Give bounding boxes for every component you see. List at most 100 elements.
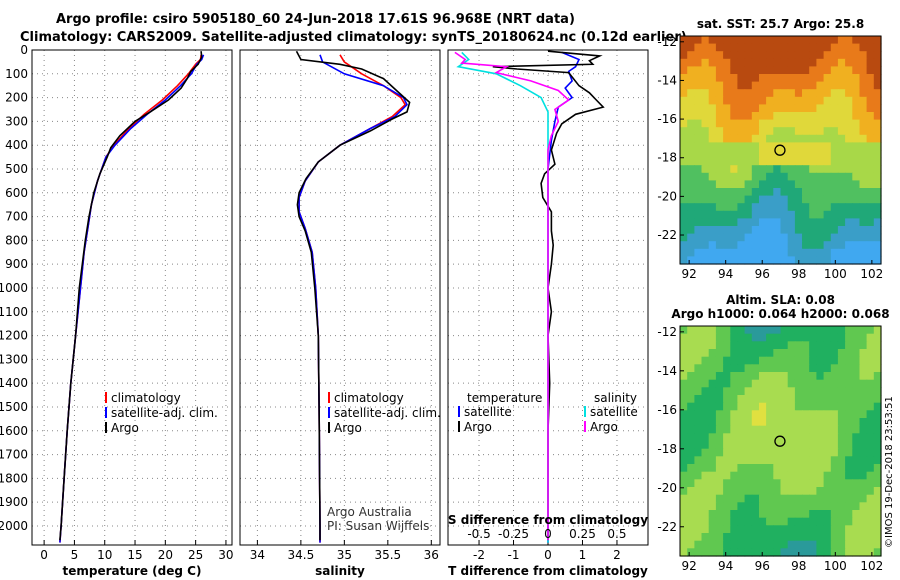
map-cell: [830, 402, 839, 411]
map-cell: [701, 402, 710, 411]
salinity-panel: 34 34.5 35 35.5 36salinityclimatologysatelli…: [239, 49, 441, 578]
map-cell: [715, 51, 724, 60]
map-cell: [809, 372, 817, 381]
map-cell: [701, 226, 710, 235]
map-cell: [802, 395, 810, 404]
map-cell: [687, 43, 695, 52]
map-cell: [830, 74, 839, 83]
map-cell: [787, 36, 796, 45]
map-cell: [759, 66, 767, 75]
map-cell: [823, 180, 832, 189]
map-cell: [802, 533, 810, 542]
map-cell: [873, 418, 882, 427]
map-cell: [730, 448, 739, 457]
map-cell: [787, 517, 796, 526]
map-cell: [730, 341, 739, 350]
map-cell: [794, 510, 803, 519]
map-cell: [787, 43, 796, 52]
map-cell: [816, 165, 825, 174]
map-cell: [873, 349, 882, 358]
map-cell: [830, 150, 839, 159]
map-cell: [730, 471, 739, 480]
map-cell: [723, 448, 731, 457]
map-cell: [708, 58, 717, 67]
map-cell: [809, 502, 817, 511]
map-cell: [766, 233, 774, 242]
map-cell: [816, 241, 825, 250]
map-cell: [766, 226, 774, 235]
map-cell: [773, 36, 782, 45]
map-cell: [830, 494, 839, 503]
map-cell: [723, 134, 731, 143]
map-cell: [694, 425, 703, 434]
map-cell: [766, 395, 774, 404]
map-cell: [708, 150, 717, 159]
map-cell: [866, 248, 875, 257]
map-cell: [701, 74, 710, 83]
map-cell: [751, 188, 760, 197]
map-cell: [802, 43, 810, 52]
map-cell: [759, 89, 767, 98]
map-cell: [809, 89, 817, 98]
map-cell: [794, 395, 803, 404]
map-cell: [759, 172, 767, 181]
legend-label: satellite: [590, 405, 638, 419]
map-cell: [845, 248, 853, 257]
map-cell: [708, 142, 717, 151]
map-cell: [866, 66, 875, 75]
map-cell: [744, 43, 753, 52]
map-cell: [773, 379, 782, 388]
map-cell: [823, 502, 832, 511]
map-cell: [730, 548, 739, 557]
y-tick-label: 100: [5, 67, 28, 81]
map-cell: [780, 456, 789, 465]
map-cell: [680, 517, 688, 526]
map-cell: [687, 533, 695, 542]
map-cell: [809, 81, 817, 90]
map-cell: [859, 74, 868, 83]
map-cell: [759, 502, 767, 511]
map-cell: [787, 533, 796, 542]
map-cell: [837, 479, 846, 488]
map-cell: [751, 448, 760, 457]
map-cell: [816, 119, 825, 128]
map-cell: [837, 548, 846, 557]
map-cell: [744, 96, 753, 105]
map-cell: [701, 81, 710, 90]
map-cell: [866, 433, 875, 442]
map-cell: [723, 188, 731, 197]
map-cell: [816, 96, 825, 105]
map-cell: [802, 464, 810, 473]
map-cell: [687, 96, 695, 105]
map-cell: [723, 372, 731, 381]
map-cell: [773, 210, 782, 219]
map-cell: [737, 165, 746, 174]
map-cell: [715, 127, 724, 136]
map-cell: [845, 517, 853, 526]
map-cell: [759, 540, 767, 549]
map-cell: [687, 510, 695, 519]
map-cell: [873, 150, 882, 159]
map-cell: [773, 395, 782, 404]
map-cell: [737, 43, 746, 52]
map-cell: [787, 248, 796, 257]
map-cell: [708, 356, 717, 365]
map-cell: [852, 471, 861, 480]
map-cell: [794, 418, 803, 427]
map-cell: [708, 433, 717, 442]
map-cell: [737, 372, 746, 381]
map-cell: [816, 540, 825, 549]
map-cell: [873, 456, 882, 465]
map-cell: [687, 479, 695, 488]
map-cell: [694, 433, 703, 442]
map-cell: [802, 517, 810, 526]
map-cell: [780, 533, 789, 542]
map-cell: [701, 379, 710, 388]
map-cell: [773, 248, 782, 257]
map-cell: [859, 119, 868, 128]
map-cell: [723, 195, 731, 204]
map-cell: [852, 387, 861, 396]
map-cell: [780, 540, 789, 549]
map-cell: [730, 326, 739, 335]
map-cell: [723, 464, 731, 473]
